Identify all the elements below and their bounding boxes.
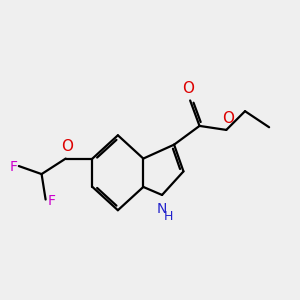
Text: O: O <box>61 139 73 154</box>
Text: F: F <box>48 194 56 208</box>
Text: F: F <box>10 160 17 174</box>
Text: H: H <box>164 211 174 224</box>
Text: N: N <box>157 202 167 217</box>
Text: O: O <box>182 82 194 97</box>
Text: O: O <box>222 111 234 126</box>
